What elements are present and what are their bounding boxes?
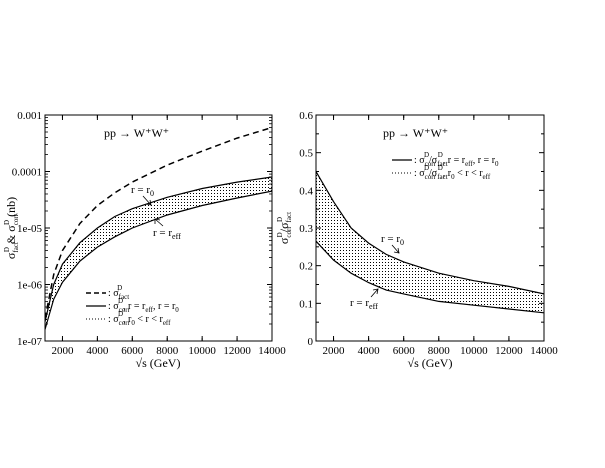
left-x-tick-label: 14000	[258, 345, 286, 357]
left-annotation-r0-arrow	[142, 195, 152, 206]
right-y-tick-label: 0.2	[299, 261, 313, 273]
left-y-tick-label: 1e-05	[17, 223, 43, 235]
left-legend: : σfactD : σcorrD, r = reff, r = r0 : σc…	[86, 284, 179, 327]
left-chart-title: pp → W⁺W⁺	[104, 126, 169, 140]
right-y-tick-label: 0.3	[299, 223, 313, 235]
legend-right-corr-label: : σcorrD/σfactD, r = reff, r = r0	[414, 151, 499, 168]
right-annotation-r0-arrow	[391, 244, 400, 254]
right-x-axis-label: √s (GeV)	[408, 356, 453, 370]
right-y-axis-label: σcorrD/σfactD	[276, 212, 293, 244]
left-x-axis-label: √s (GeV)	[136, 356, 181, 370]
left-x-tick-label: 4000	[86, 345, 109, 357]
legend-band-label: : σcorrD, r0 < r < reff	[108, 310, 171, 327]
right-y-tick-label: 0.6	[299, 110, 313, 122]
left-y-axis-label: σfactD & σcorrD (nb)	[3, 197, 20, 259]
right-series-line-1	[316, 240, 544, 314]
right-y-tick-label: 0.5	[299, 148, 313, 160]
left-x-tick-label: 2000	[51, 345, 74, 357]
right-x-tick-label: 4000	[358, 345, 381, 357]
left-annotation-r0-arrowhead	[145, 199, 152, 206]
legend-corr-label: : σcorrD, r = reff, r = r0	[108, 297, 179, 314]
legend-right-band-label: : σcorrD/σfactD, r0 < r < reff	[414, 164, 491, 181]
right-chart-title: pp → W⁺W⁺	[383, 126, 448, 140]
right-annotation-r0: r = r0	[381, 233, 404, 247]
left-annotation-r0: r = r0	[131, 184, 154, 198]
right-y-tick-label: 0.4	[299, 185, 313, 197]
left-x-tick-label: 8000	[156, 345, 179, 357]
left-plot-frame	[44, 114, 273, 342]
right-x-tick-label: 10000	[460, 345, 488, 357]
right-y-tick-label: 0.1	[299, 298, 313, 310]
right-band	[316, 171, 544, 313]
right-y-tick-label: 0	[308, 336, 314, 348]
right-chart: 2000 4000 6000 8000 10000 12000 14000 0 0.1 0.2 0…	[276, 110, 558, 370]
right-plot-frame	[315, 114, 545, 342]
left-x-tick-label: 6000	[121, 345, 144, 357]
left-x-tick-label: 12000	[223, 345, 251, 357]
left-chart: 2000 4000 6000 8000 10000 12000 14000 1e-07 1e-…	[3, 110, 286, 370]
left-series-line-2	[45, 190, 272, 330]
left-series-line-0	[45, 126, 272, 319]
left-y-tick-label: 1e-06	[17, 280, 43, 292]
right-series-line-0	[316, 171, 544, 295]
right-x-tick-label: 6000	[393, 345, 416, 357]
right-x-tick-label: 14000	[530, 345, 558, 357]
right-annotation-r0-arrowhead	[393, 247, 400, 254]
right-annotation-reff: r = reff	[350, 297, 378, 311]
left-y-tick-label: 0.0001	[12, 167, 42, 179]
left-annotation-reff: r = reff	[153, 227, 181, 241]
right-annotation-reff-arrow	[370, 288, 379, 298]
left-y-tick-label: 0.001	[17, 110, 42, 122]
left-series-line-1	[45, 176, 272, 322]
right-annotation-reff-arrowhead	[372, 288, 379, 295]
right-x-tick-label: 2000	[323, 345, 346, 357]
right-legend: : σcorrD/σfactD, r = reff, r = r0 : σcor…	[392, 151, 499, 181]
left-annotation-reff-arrow	[154, 218, 164, 227]
right-x-tick-label: 12000	[495, 345, 523, 357]
right-x-tick-label: 8000	[428, 345, 451, 357]
left-annotation-reff-arrowhead	[154, 218, 161, 224]
left-x-tick-label: 10000	[188, 345, 216, 357]
left-y-tick-label: 1e-07	[17, 336, 43, 348]
left-band	[45, 177, 272, 330]
